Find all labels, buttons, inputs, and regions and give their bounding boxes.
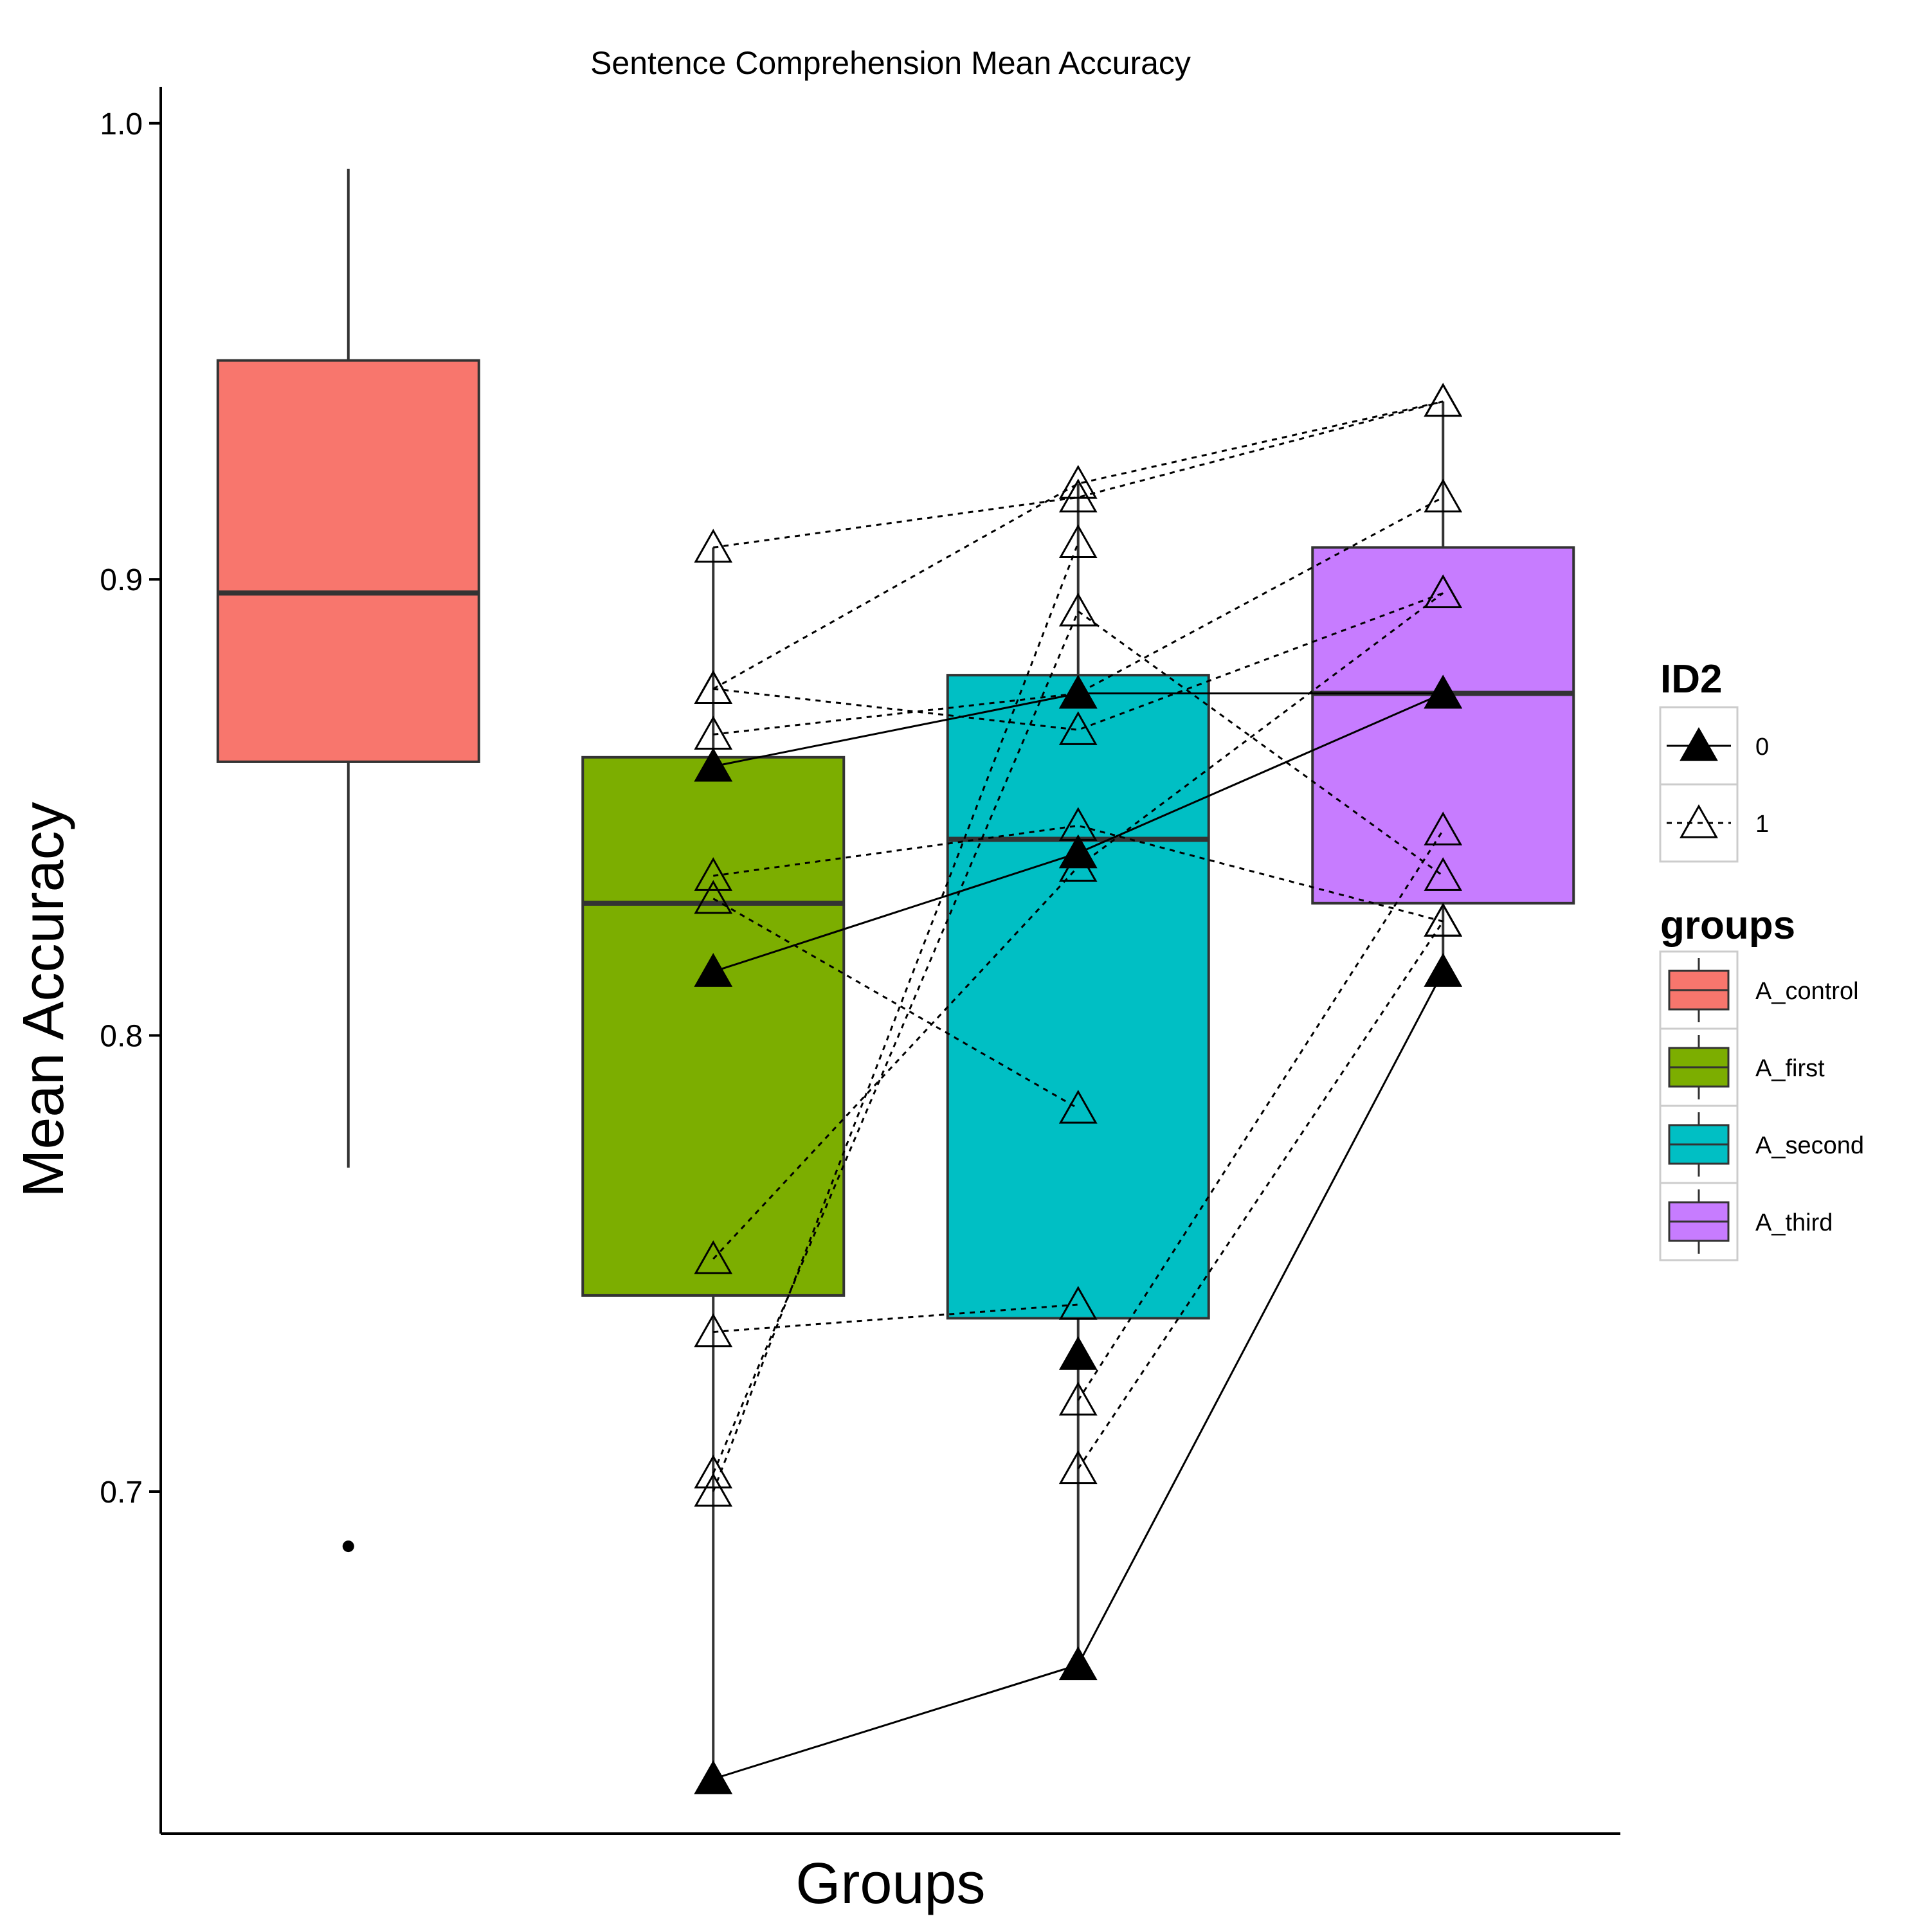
open-triangle-point	[1058, 711, 1098, 745]
open-triangle-point	[694, 670, 733, 705]
open-triangle-point	[694, 528, 733, 563]
open-triangle-point	[1424, 857, 1463, 891]
legend-id2-label: 0	[1755, 734, 1769, 761]
y-tick-label: 0.7	[100, 1476, 143, 1510]
box-body	[1311, 546, 1575, 905]
open-triangle-point	[694, 1240, 733, 1274]
subject-line-dashed	[1077, 921, 1444, 1470]
open-triangle-point	[694, 1472, 733, 1507]
legend-group-label: A_control	[1755, 978, 1859, 1005]
open-triangle-point	[1058, 524, 1098, 558]
y-tick-label: 0.9	[100, 563, 143, 597]
outlier-point	[342, 1540, 354, 1553]
filled-triangle-icon	[1680, 727, 1718, 761]
open-triangle-point	[1424, 383, 1463, 417]
subject-line-dashed	[713, 824, 1444, 923]
legend-group-item: A_third	[1659, 1182, 1833, 1261]
open-triangle-point	[694, 1313, 733, 1348]
box-body	[216, 359, 480, 763]
boxplot-A_second	[946, 483, 1210, 1665]
filled-triangle-point	[1058, 1646, 1098, 1681]
filled-triangle-point	[1424, 674, 1463, 709]
box-body	[581, 755, 846, 1297]
legend-group-item: A_second	[1659, 1105, 1864, 1184]
legend-id2-item: 1	[1659, 783, 1769, 863]
legend-group-item: A_control	[1659, 950, 1859, 1030]
x-axis-label: Groups	[795, 1852, 985, 1916]
open-triangle-point	[1058, 848, 1098, 882]
legend-id2-item: 0	[1659, 706, 1769, 786]
filled-triangle-point	[1058, 1336, 1098, 1370]
open-triangle-point	[694, 716, 733, 750]
y-tick-label: 1.0	[100, 107, 143, 141]
legend-group-label: A_second	[1755, 1132, 1864, 1159]
boxplot-A_first	[581, 547, 846, 1779]
open-triangle-point	[1058, 1450, 1098, 1485]
filled-triangle-point	[694, 747, 733, 782]
boxplot-A_control	[216, 168, 480, 1553]
y-tick-label: 0.8	[100, 1020, 143, 1054]
boxplots	[216, 168, 1575, 1779]
open-triangle-point	[1058, 1286, 1098, 1320]
filled-triangle-point	[694, 1760, 733, 1794]
open-triangle-point	[1058, 478, 1098, 513]
subject-line-dashed	[712, 898, 1079, 1110]
open-triangle-point	[1058, 807, 1098, 841]
legend-group-label: A_third	[1755, 1209, 1833, 1236]
open-triangle-point	[1424, 903, 1463, 937]
open-triangle-point	[694, 880, 733, 914]
open-triangle-icon	[1680, 804, 1718, 838]
open-triangle-point	[694, 857, 733, 891]
legend-groups: A_control A_first A_second A_third	[1659, 950, 1864, 1261]
filled-triangle-point	[1424, 953, 1463, 987]
y-axis-ticks: 0.7 0.8 0.9 1.0	[100, 107, 161, 1510]
subject-line-dashed	[712, 542, 1080, 1492]
box-body	[946, 674, 1210, 1320]
chart-title: Sentence Comprehension Mean Accuracy	[590, 45, 1191, 81]
open-triangle-point	[1058, 465, 1098, 499]
open-triangle-point	[1424, 478, 1463, 513]
y-axis-label: Mean Accuracy	[12, 802, 76, 1197]
legend-id2-title: ID2	[1660, 657, 1722, 701]
subject-line-dashed	[713, 401, 1444, 548]
open-triangle-point	[1058, 1090, 1098, 1124]
filled-triangle-point	[694, 953, 733, 987]
legend-groups-title: groups	[1660, 903, 1795, 948]
open-triangle-point	[1058, 1382, 1098, 1416]
open-triangle-point	[1424, 811, 1463, 845]
open-triangle-point	[1058, 592, 1098, 627]
legend-id2: 01	[1659, 706, 1769, 863]
open-triangle-point	[1058, 674, 1098, 709]
open-triangle-point	[1424, 574, 1463, 609]
legend-group-item: A_first	[1659, 1027, 1825, 1107]
subject-line-dashed	[712, 609, 1444, 1474]
legend-group-label: A_first	[1755, 1055, 1825, 1082]
subject-points	[694, 383, 1463, 1794]
open-triangle-point	[694, 1454, 733, 1489]
legend-id2-label: 1	[1755, 811, 1769, 838]
